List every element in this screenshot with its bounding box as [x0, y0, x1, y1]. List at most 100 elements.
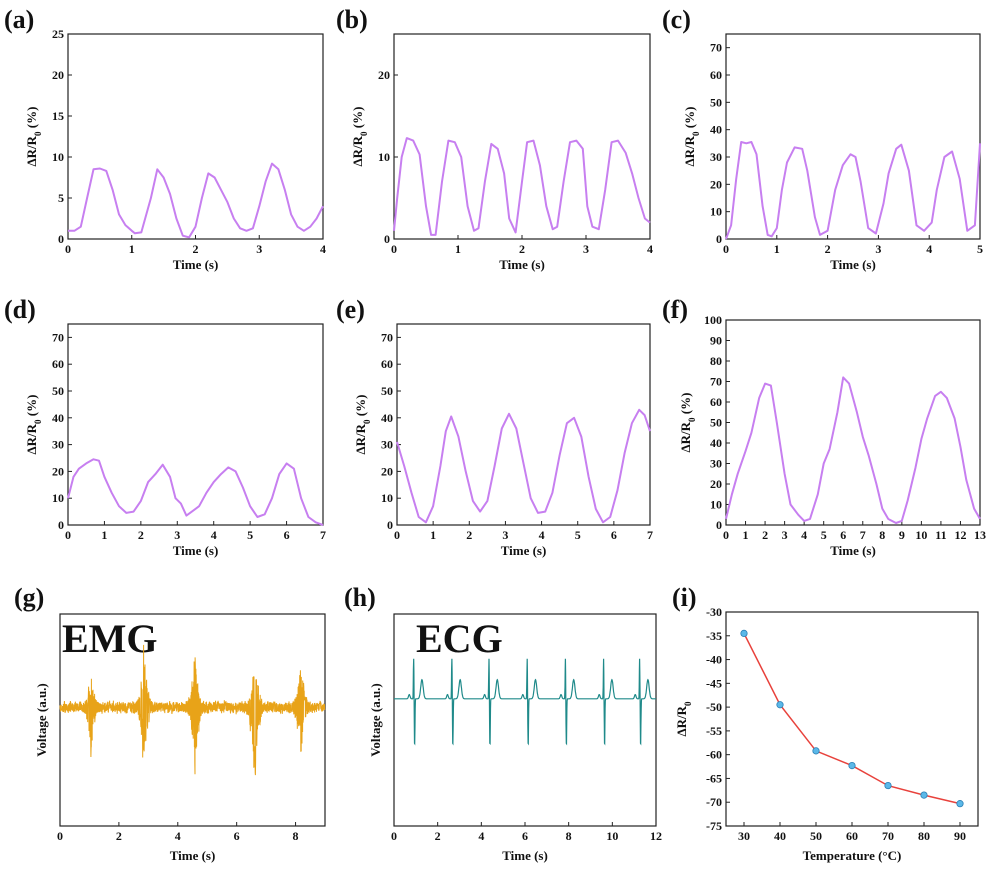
y-tick-label: 10	[52, 150, 64, 164]
x-tick-label: 7	[647, 528, 653, 542]
y-tick-label: 0	[58, 232, 64, 246]
panel-label: (b)	[336, 5, 368, 34]
plot-frame	[725, 611, 979, 827]
signal-line	[725, 141, 981, 240]
x-tick-label: 13	[974, 528, 986, 542]
y-tick-label: -75	[706, 819, 722, 833]
x-axis-label: Time (s)	[501, 543, 547, 558]
x-tick-label: 4	[211, 528, 217, 542]
y-tick-label: 60	[710, 395, 722, 409]
x-tick-label: 2	[762, 528, 768, 542]
x-tick-label: 7	[320, 528, 326, 542]
x-tick-label: 3	[256, 242, 262, 256]
y-tick-label: 70	[710, 41, 722, 55]
x-tick-label: 7	[860, 528, 866, 542]
x-tick-label: 1	[774, 242, 780, 256]
x-tick-label: 30	[738, 829, 750, 843]
x-tick-label: 0	[57, 829, 63, 843]
plot-frame	[393, 33, 651, 240]
y-tick-label: 60	[381, 357, 393, 371]
x-axis-label: Time (s)	[830, 543, 876, 558]
x-tick-label: 2	[116, 829, 122, 843]
y-tick-label: 20	[52, 68, 64, 82]
y-tick-label: 0	[716, 232, 722, 246]
y-tick-label: 20	[710, 477, 722, 491]
data-point	[812, 747, 820, 755]
y-tick-label: 50	[710, 416, 722, 430]
x-tick-label: 0	[391, 829, 397, 843]
ecg-title: ECG	[416, 616, 503, 661]
x-tick-label: 12	[954, 528, 966, 542]
y-tick-label: -50	[706, 700, 722, 714]
y-tick-label: 10	[710, 205, 722, 219]
x-tick-label: 11	[935, 528, 946, 542]
x-tick-label: 2	[435, 829, 441, 843]
x-tick-label: 2	[825, 242, 831, 256]
x-tick-label: 8	[293, 829, 299, 843]
x-tick-label: 1	[101, 528, 107, 542]
y-tick-label: -30	[706, 605, 722, 619]
x-tick-label: 5	[247, 528, 253, 542]
emg-signal	[59, 644, 326, 776]
x-tick-label: 3	[875, 242, 881, 256]
y-axis-label: ΔR/R0 (%)	[353, 395, 372, 455]
y-tick-label: 40	[52, 411, 64, 425]
x-tick-label: 2	[519, 242, 525, 256]
y-axis-label: ΔR/R0 (%)	[350, 107, 369, 167]
x-tick-label: 6	[284, 528, 290, 542]
data-point	[884, 781, 892, 790]
panel-b: (b) 0 1 2 3 4 0 10 20 Time (s) ΔR/R0 (%)	[336, 5, 653, 272]
x-tick-label: 6	[611, 528, 617, 542]
y-tick-label: 100	[704, 313, 722, 327]
panel-a: (a) 0 1 2 3 4 0 5 10 15 20 25 Time (s) ΔR/R0 (%)	[4, 5, 326, 272]
panel-label: (e)	[336, 295, 365, 324]
x-tick-label: 4	[801, 528, 807, 542]
y-tick-label: 20	[710, 177, 722, 191]
signal-line	[68, 162, 324, 239]
x-tick-label: 2	[466, 528, 472, 542]
y-tick-label: 30	[52, 438, 64, 452]
x-tick-label: 4	[926, 242, 932, 256]
data-point	[920, 791, 928, 799]
x-tick-label: 8	[879, 528, 885, 542]
y-tick-label: 0	[387, 518, 393, 532]
y-tick-label: 0	[384, 232, 390, 246]
panel-label: (d)	[4, 295, 36, 324]
y-tick-label: 60	[710, 68, 722, 82]
plot-frame	[59, 613, 326, 827]
x-tick-label: 0	[391, 242, 397, 256]
x-tick-label: 3	[174, 528, 180, 542]
y-tick-label: 10	[378, 150, 390, 164]
y-axis-label: ΔR/R0 (%)	[678, 393, 697, 453]
x-tick-label: 40	[774, 829, 786, 843]
panel-label: (a)	[4, 5, 34, 34]
plot-frame	[725, 33, 981, 240]
x-tick-label: 0	[394, 528, 400, 542]
x-tick-label: 10	[606, 829, 618, 843]
y-tick-label: -40	[706, 653, 722, 667]
y-tick-label: 60	[52, 357, 64, 371]
y-tick-label: 80	[710, 354, 722, 368]
y-tick-label: 40	[381, 411, 393, 425]
signal-line	[396, 408, 651, 524]
y-tick-label: -55	[706, 724, 722, 738]
x-tick-label: 90	[954, 829, 966, 843]
y-tick-label: 50	[710, 95, 722, 109]
panel-i: (i) 30 40 50 60 70 80 90 -75 -70 -65 -60 -55 -50 -45 -…	[672, 583, 979, 863]
x-tick-label: 8	[566, 829, 572, 843]
x-tick-label: 60	[846, 829, 858, 843]
y-tick-label: 90	[710, 334, 722, 348]
y-tick-label: 40	[710, 123, 722, 137]
y-tick-label: 30	[381, 438, 393, 452]
panel-f: (f) 0 1 2 3 4 5 6 7 8 9 10 11 12 13010203040506070809…	[662, 295, 986, 558]
y-tick-label: -35	[706, 629, 722, 643]
panel-label: (h)	[344, 583, 376, 612]
plot-frame	[725, 319, 981, 526]
y-tick-label: 70	[710, 375, 722, 389]
signal-line	[393, 137, 651, 236]
x-tick-label: 70	[882, 829, 894, 843]
panel-label: (c)	[662, 5, 691, 34]
